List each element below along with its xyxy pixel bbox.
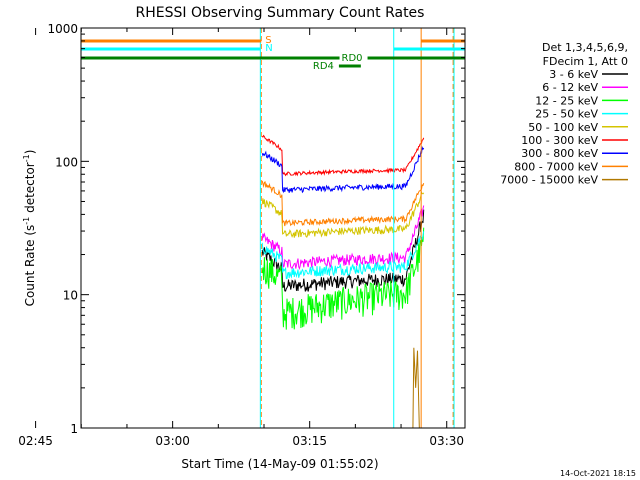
legend-header-1: Det 1,3,4,5,6,9, xyxy=(542,41,628,54)
series-line-3 xyxy=(261,231,425,280)
y-axis-label: Count Rate (s-1 detector-1) xyxy=(22,150,37,307)
legend-label-5: 100 - 300 keV xyxy=(521,134,598,147)
series-line-5 xyxy=(261,134,425,177)
y-tick-label: 100 xyxy=(55,155,78,169)
night-label: N xyxy=(265,43,272,54)
y-axis-label-main: Count Rate (s xyxy=(23,225,37,307)
series-line-7 xyxy=(261,180,425,227)
x-tick-label: 03:00 xyxy=(155,434,190,448)
legend-header-2: FDecim 1, Att 0 xyxy=(543,55,628,68)
legend-label-3: 25 - 50 keV xyxy=(535,108,598,121)
y-tick-label: 1000 xyxy=(47,22,78,36)
legend-label-1: 6 - 12 keV xyxy=(542,81,598,94)
y-tick-label: 10 xyxy=(63,289,78,303)
plot-frame xyxy=(80,27,466,429)
footer-date: 14-Oct-2021 18:15 xyxy=(560,469,636,478)
series-line-0 xyxy=(261,209,425,292)
y-axis-label-mid: detector xyxy=(23,162,37,217)
saa-label: S xyxy=(265,35,271,46)
legend-label-6: 300 - 800 keV xyxy=(521,147,598,160)
series-line-2 xyxy=(261,227,425,330)
y-axis-label-end: ) xyxy=(23,150,37,155)
series-line-6 xyxy=(261,145,425,194)
rd0-label: RD0 xyxy=(342,53,363,64)
x-axis-label: Start Time (14-May-09 01:55:02) xyxy=(181,457,378,471)
rd4-label: RD4 xyxy=(313,61,334,72)
legend-label-8: 7000 - 15000 keV xyxy=(500,174,598,187)
y-tick-label: 1 xyxy=(70,422,78,436)
legend-label-4: 50 - 100 keV xyxy=(528,121,598,134)
legend-label-2: 12 - 25 keV xyxy=(535,94,598,107)
rd0-label-bg xyxy=(339,52,368,63)
y-axis-label-sup1: -1 xyxy=(22,217,31,225)
legend-label-0: 3 - 6 keV xyxy=(549,68,598,81)
chart-title: RHESSI Observing Summary Count Rates xyxy=(136,5,425,21)
y-axis-label-sup2: -1 xyxy=(22,154,31,162)
series-line-4 xyxy=(261,190,425,238)
x-tick-label: 03:30 xyxy=(429,434,464,448)
x-tick-label: 02:45 xyxy=(18,434,53,448)
series-line-1 xyxy=(261,205,425,270)
series-line-8 xyxy=(412,347,420,429)
legend-label-7: 800 - 7000 keV xyxy=(514,160,598,173)
x-tick-label: 03:15 xyxy=(292,434,327,448)
